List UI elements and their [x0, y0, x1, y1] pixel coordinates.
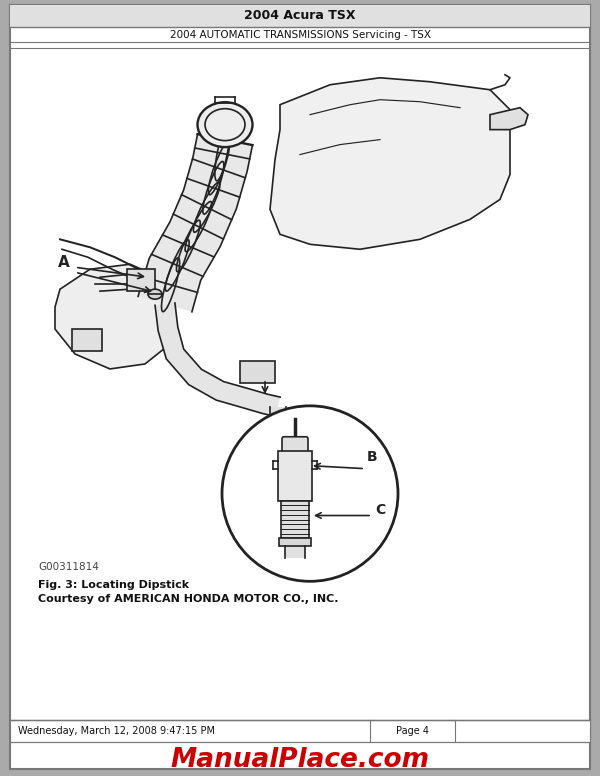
Bar	[127, 269, 155, 291]
Text: A: A	[58, 255, 70, 270]
Polygon shape	[55, 265, 175, 369]
Text: Courtesy of AMERICAN HONDA MOTOR CO., INC.: Courtesy of AMERICAN HONDA MOTOR CO., IN…	[38, 594, 338, 605]
Text: 2004 AUTOMATIC TRANSMISSIONS Servicing - TSX: 2004 AUTOMATIC TRANSMISSIONS Servicing -…	[170, 30, 431, 40]
Polygon shape	[138, 134, 253, 312]
FancyBboxPatch shape	[282, 437, 308, 452]
Ellipse shape	[197, 102, 253, 147]
Bar	[279, 539, 311, 546]
Bar	[278, 451, 312, 501]
Polygon shape	[155, 303, 280, 417]
Text: ManualPlace.com: ManualPlace.com	[170, 747, 430, 773]
Circle shape	[222, 406, 398, 581]
Bar	[10, 5, 590, 27]
Bar	[240, 361, 275, 383]
Bar	[285, 546, 305, 559]
Ellipse shape	[148, 289, 162, 299]
Bar	[30, 48, 570, 546]
Polygon shape	[490, 108, 528, 130]
Text: 2004 Acura TSX: 2004 Acura TSX	[244, 9, 356, 23]
Bar	[281, 501, 309, 539]
Text: C: C	[375, 503, 385, 517]
Bar	[72, 329, 102, 351]
Text: B: B	[367, 449, 377, 464]
Bar	[270, 407, 286, 429]
Text: G00311814: G00311814	[38, 563, 99, 573]
Text: Page 4: Page 4	[397, 726, 430, 736]
Polygon shape	[270, 78, 510, 249]
Bar	[10, 720, 590, 742]
Text: Wednesday, March 12, 2008 9:47:15 PM: Wednesday, March 12, 2008 9:47:15 PM	[18, 726, 215, 736]
Text: Fig. 3: Locating Dipstick: Fig. 3: Locating Dipstick	[38, 580, 189, 591]
